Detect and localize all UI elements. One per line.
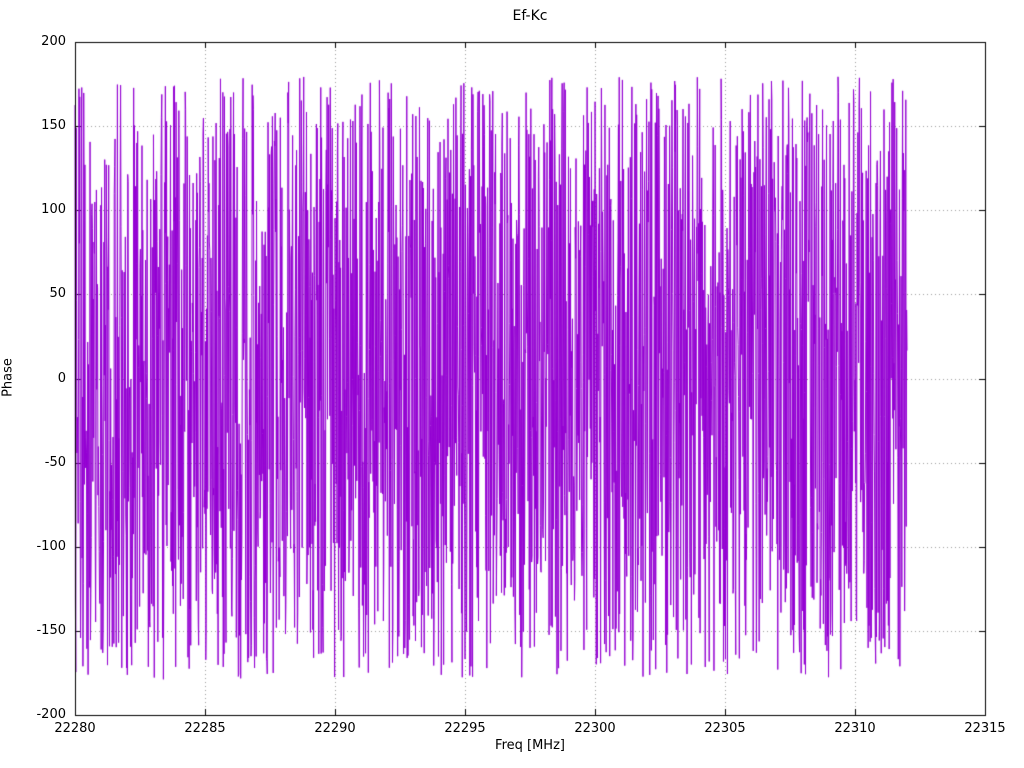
y-tick-label: 50 — [49, 286, 66, 302]
x-tick-label: 22290 — [314, 721, 356, 736]
x-tick-label: 22315 — [964, 721, 1006, 736]
x-tick-label: 22300 — [574, 721, 616, 736]
y-tick-label: -150 — [36, 622, 66, 638]
x-axis-label: Freq [MHz] — [495, 738, 565, 753]
y-tick-label: 150 — [41, 118, 66, 134]
x-tick-label: 22285 — [184, 721, 226, 736]
x-tick-label: 22280 — [54, 721, 96, 736]
y-tick-label: 100 — [41, 202, 66, 218]
y-tick-label: -200 — [36, 707, 66, 722]
y-tick-label: -100 — [36, 538, 66, 554]
x-tick-label: 22310 — [834, 721, 876, 736]
y-tick-label: -50 — [44, 454, 66, 470]
y-tick-label: 0 — [57, 370, 66, 386]
x-tick-label: 22305 — [704, 721, 746, 736]
chart-title: Ef-Kc — [512, 8, 548, 24]
x-tick-label: 22295 — [444, 721, 486, 736]
y-tick-label: 200 — [41, 34, 66, 49]
